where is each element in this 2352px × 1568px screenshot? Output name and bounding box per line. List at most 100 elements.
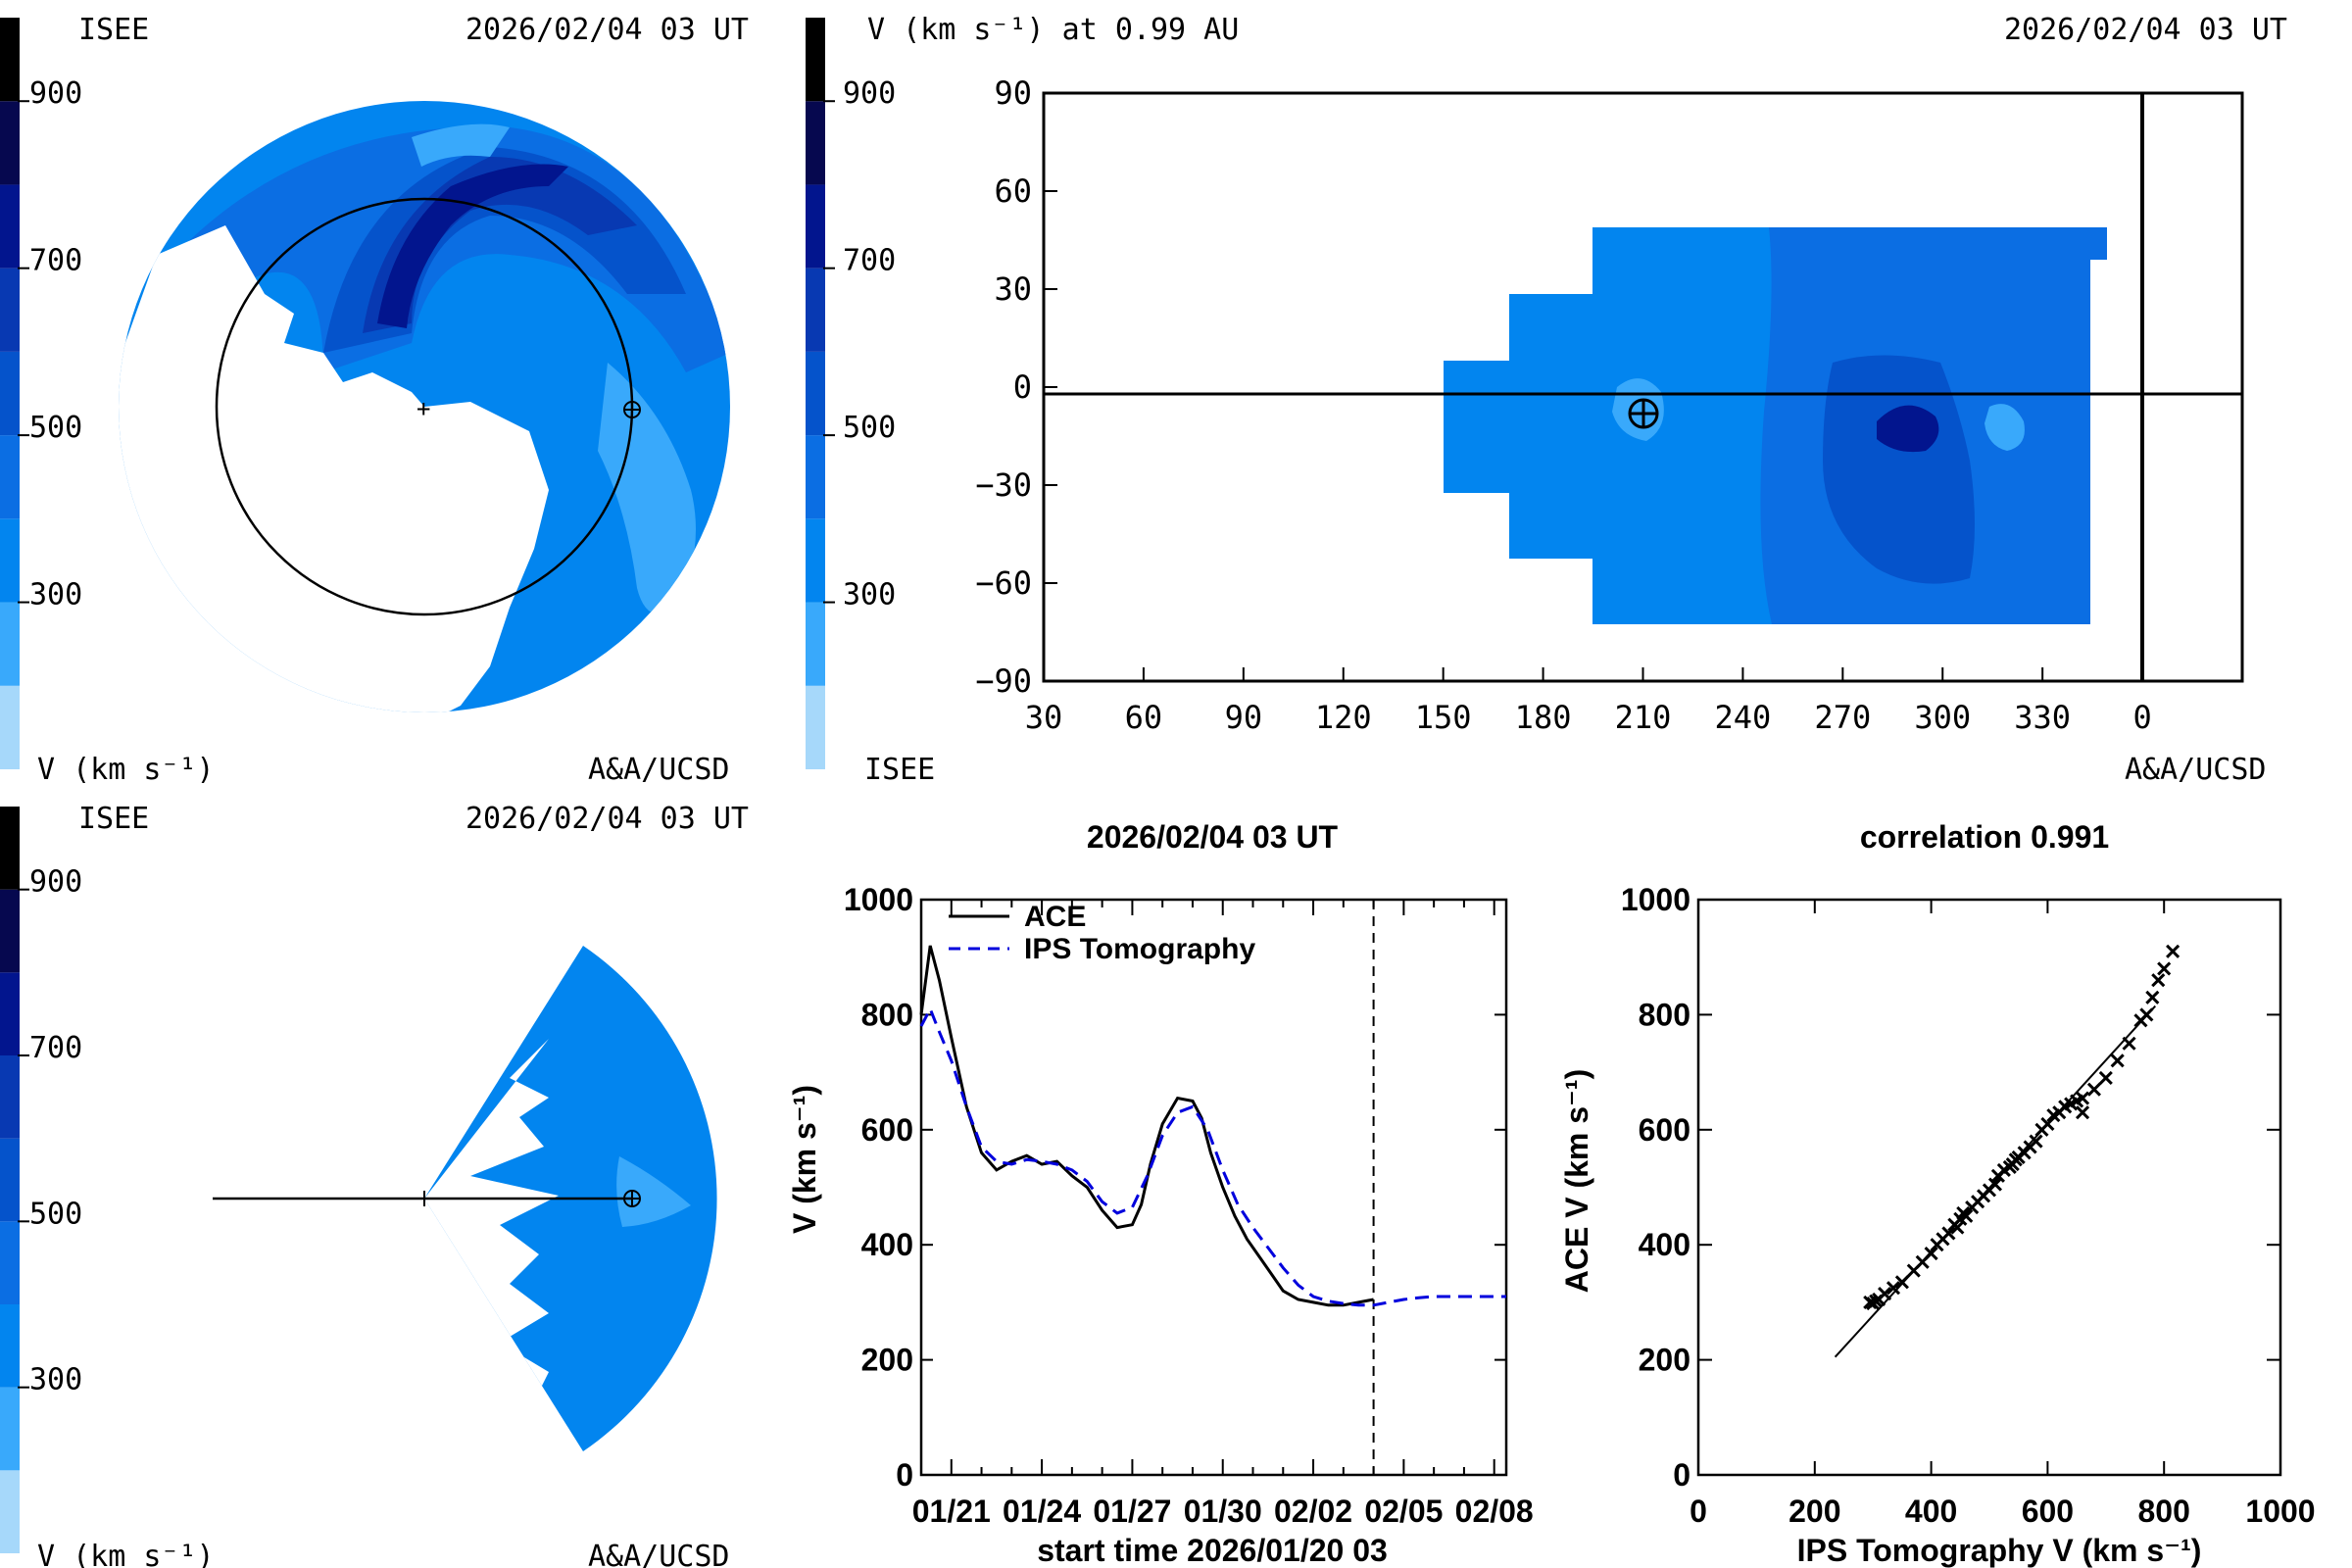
meridional-speed-map (424, 946, 717, 1451)
colorbar-segment (806, 184, 825, 269)
colorbar-left-top: 300 500 700 900 (0, 18, 82, 769)
map-x-tick-label: 120 (1315, 699, 1372, 736)
scatter-point (2075, 1091, 2090, 1105)
scatter-point (2139, 1007, 2154, 1022)
map-y-tick-label: 60 (994, 172, 1032, 210)
map-region-550 (1823, 355, 1975, 584)
map-x-tick-label: 30 (1025, 699, 1063, 736)
map-brand: ISEE (864, 753, 935, 787)
timeseries-y-tick-label: 200 (861, 1343, 913, 1378)
colorbar-segment (0, 685, 20, 769)
scatter-point (2157, 961, 2172, 976)
colorbar-segment (0, 1138, 20, 1222)
scatter-x-tick-label: 400 (1905, 1494, 1957, 1529)
map-y-tick-label: 0 (1013, 368, 1032, 406)
scatter-x-tick-label: 800 (2138, 1494, 2190, 1529)
scatter-point (2029, 1134, 2043, 1149)
scatter-y-tick-label: 200 (1639, 1343, 1690, 1378)
map-slow-spot-right (1984, 404, 2025, 451)
colorbar-segment (0, 1387, 20, 1471)
colorbar-tick-label: 700 (29, 1031, 82, 1065)
colorbar-segment (806, 268, 825, 352)
map-region-850 (1877, 405, 1939, 453)
credit-label: A&A/UCSD (588, 753, 730, 787)
map-x-tick-label: 150 (1415, 699, 1472, 736)
colorbar-segment (806, 101, 825, 185)
map-y-tick-label: −30 (975, 466, 1032, 504)
timeseries-plot: 0 200 400 600 800 1000 01/21 01/24 01/27 01/30 02/… (844, 882, 1534, 1529)
timeseries-y-tick-label: 800 (861, 997, 913, 1032)
scatter-point (2122, 1036, 2136, 1051)
timeseries-x-tick-label: 01/27 (1093, 1494, 1171, 1529)
series-line-ace (919, 945, 1374, 1307)
colorbar-tick-label: 500 (843, 411, 896, 445)
colorbar-left-bottom: 300 500 700 900 (0, 807, 82, 1553)
colorbar-segment (0, 268, 20, 352)
colorbar-tick-label: 300 (29, 1363, 82, 1397)
colorbar-segment (0, 602, 20, 686)
map-y-axis: 90 60 30 0 −30 −60 −90 (975, 74, 1057, 700)
timestamp-label-bottom: 2026/02/04 03 UT (466, 802, 749, 836)
sun-marker: + (416, 395, 430, 422)
timeseries-x-tick-label: 01/24 (1003, 1494, 1081, 1529)
map-x-tick-label: 270 (1814, 699, 1871, 736)
timestamp-label: 2026/02/04 03 UT (466, 13, 749, 47)
timeseries-y-tick-label: 1000 (844, 882, 913, 917)
map-credit: A&A/UCSD (2125, 753, 2267, 787)
colorbar-segment (0, 1304, 20, 1388)
stream-band-750 (377, 164, 568, 328)
colorbar-right-top: 300 500 700 900 (806, 18, 896, 769)
scatter-point (2098, 1070, 2113, 1086)
panel-bottom-left: 300 500 700 900 ISEE 2026/02/04 03 UT V (km… (0, 802, 749, 1568)
timeseries-y-tick-label: 400 (861, 1227, 913, 1262)
legend-label-ace: ACE (1024, 901, 1086, 933)
ecliptic-speed-map (119, 101, 730, 712)
scatter-point (1959, 1208, 1974, 1223)
scatter-point (1894, 1275, 1909, 1290)
map-x-tick-label: 300 (1914, 699, 1971, 736)
map-earth-icon (1628, 398, 1659, 429)
colorbar-tick-label: 900 (29, 865, 82, 900)
colorbar-segment (0, 1055, 20, 1139)
timeseries-x-tick-label: 01/21 (912, 1494, 991, 1529)
map-timestamp: 2026/02/04 03 UT (2004, 13, 2287, 47)
panel-top-left: 300 500 700 900 ISEE 2026/02/04 03 UT V (km… (0, 13, 749, 787)
map-y-tick-label: −60 (975, 564, 1032, 602)
scatter-y-tick-label: 1000 (1621, 882, 1690, 917)
colorbar-segment (806, 18, 825, 102)
timeseries-xlabel: start time 2026/01/20 03 (1037, 1533, 1388, 1568)
timeseries-x-tick-label: 02/08 (1455, 1494, 1534, 1529)
scatter-y-tick-label: 0 (1673, 1457, 1690, 1493)
units-label-bottom: V (km s⁻¹) (37, 1540, 215, 1568)
colorbar-segment (806, 435, 825, 519)
map-x-tick-label: 90 (1225, 699, 1263, 736)
map-x-axis: 30 60 90 120 150 180 210 240 270 300 330 0 (1025, 667, 2152, 736)
colorbar-segment (0, 889, 20, 973)
scatter-y-tick-label: 800 (1639, 997, 1690, 1032)
scatter-plot: 0 200 400 600 800 1000 0 200 400 600 800 1000 (1621, 882, 2316, 1529)
colorbar-segment (0, 518, 20, 603)
timeseries-frame (919, 898, 1508, 1477)
scatter-y-tick-label: 600 (1639, 1112, 1690, 1148)
colorbar-tick-label: 700 (29, 244, 82, 278)
map-y-tick-label: 30 (994, 270, 1032, 308)
timeseries-x-tick-label: 01/30 (1184, 1494, 1262, 1529)
scatter-point (1924, 1246, 1938, 1261)
colorbar-segment (0, 18, 20, 102)
colorbar-segment (0, 184, 20, 269)
scatter-title: correlation 0.991 (1860, 819, 2109, 855)
legend-label-ips: IPS Tomography (1024, 933, 1255, 965)
colorbar-tick-label: 300 (29, 578, 82, 612)
scatter-point (1941, 1226, 1956, 1241)
meridional-earth-icon (623, 1190, 641, 1207)
data-gap-region (119, 225, 549, 712)
timeseries-y-tick-label: 0 (896, 1457, 913, 1493)
meridional-slow-region (616, 1156, 691, 1227)
scatter-x-tick-label: 600 (2022, 1494, 2074, 1529)
colorbar-segment (0, 1470, 20, 1553)
map-x-tick-label: 210 (1615, 699, 1672, 736)
scatter-xlabel: IPS Tomography V (km s⁻¹) (1797, 1533, 2202, 1568)
timeseries-title: 2026/02/04 03 UT (1087, 819, 1339, 855)
colorbar-segment (0, 351, 20, 436)
